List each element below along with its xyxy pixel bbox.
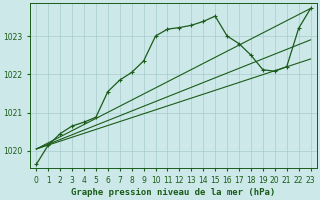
X-axis label: Graphe pression niveau de la mer (hPa): Graphe pression niveau de la mer (hPa) <box>71 188 276 197</box>
